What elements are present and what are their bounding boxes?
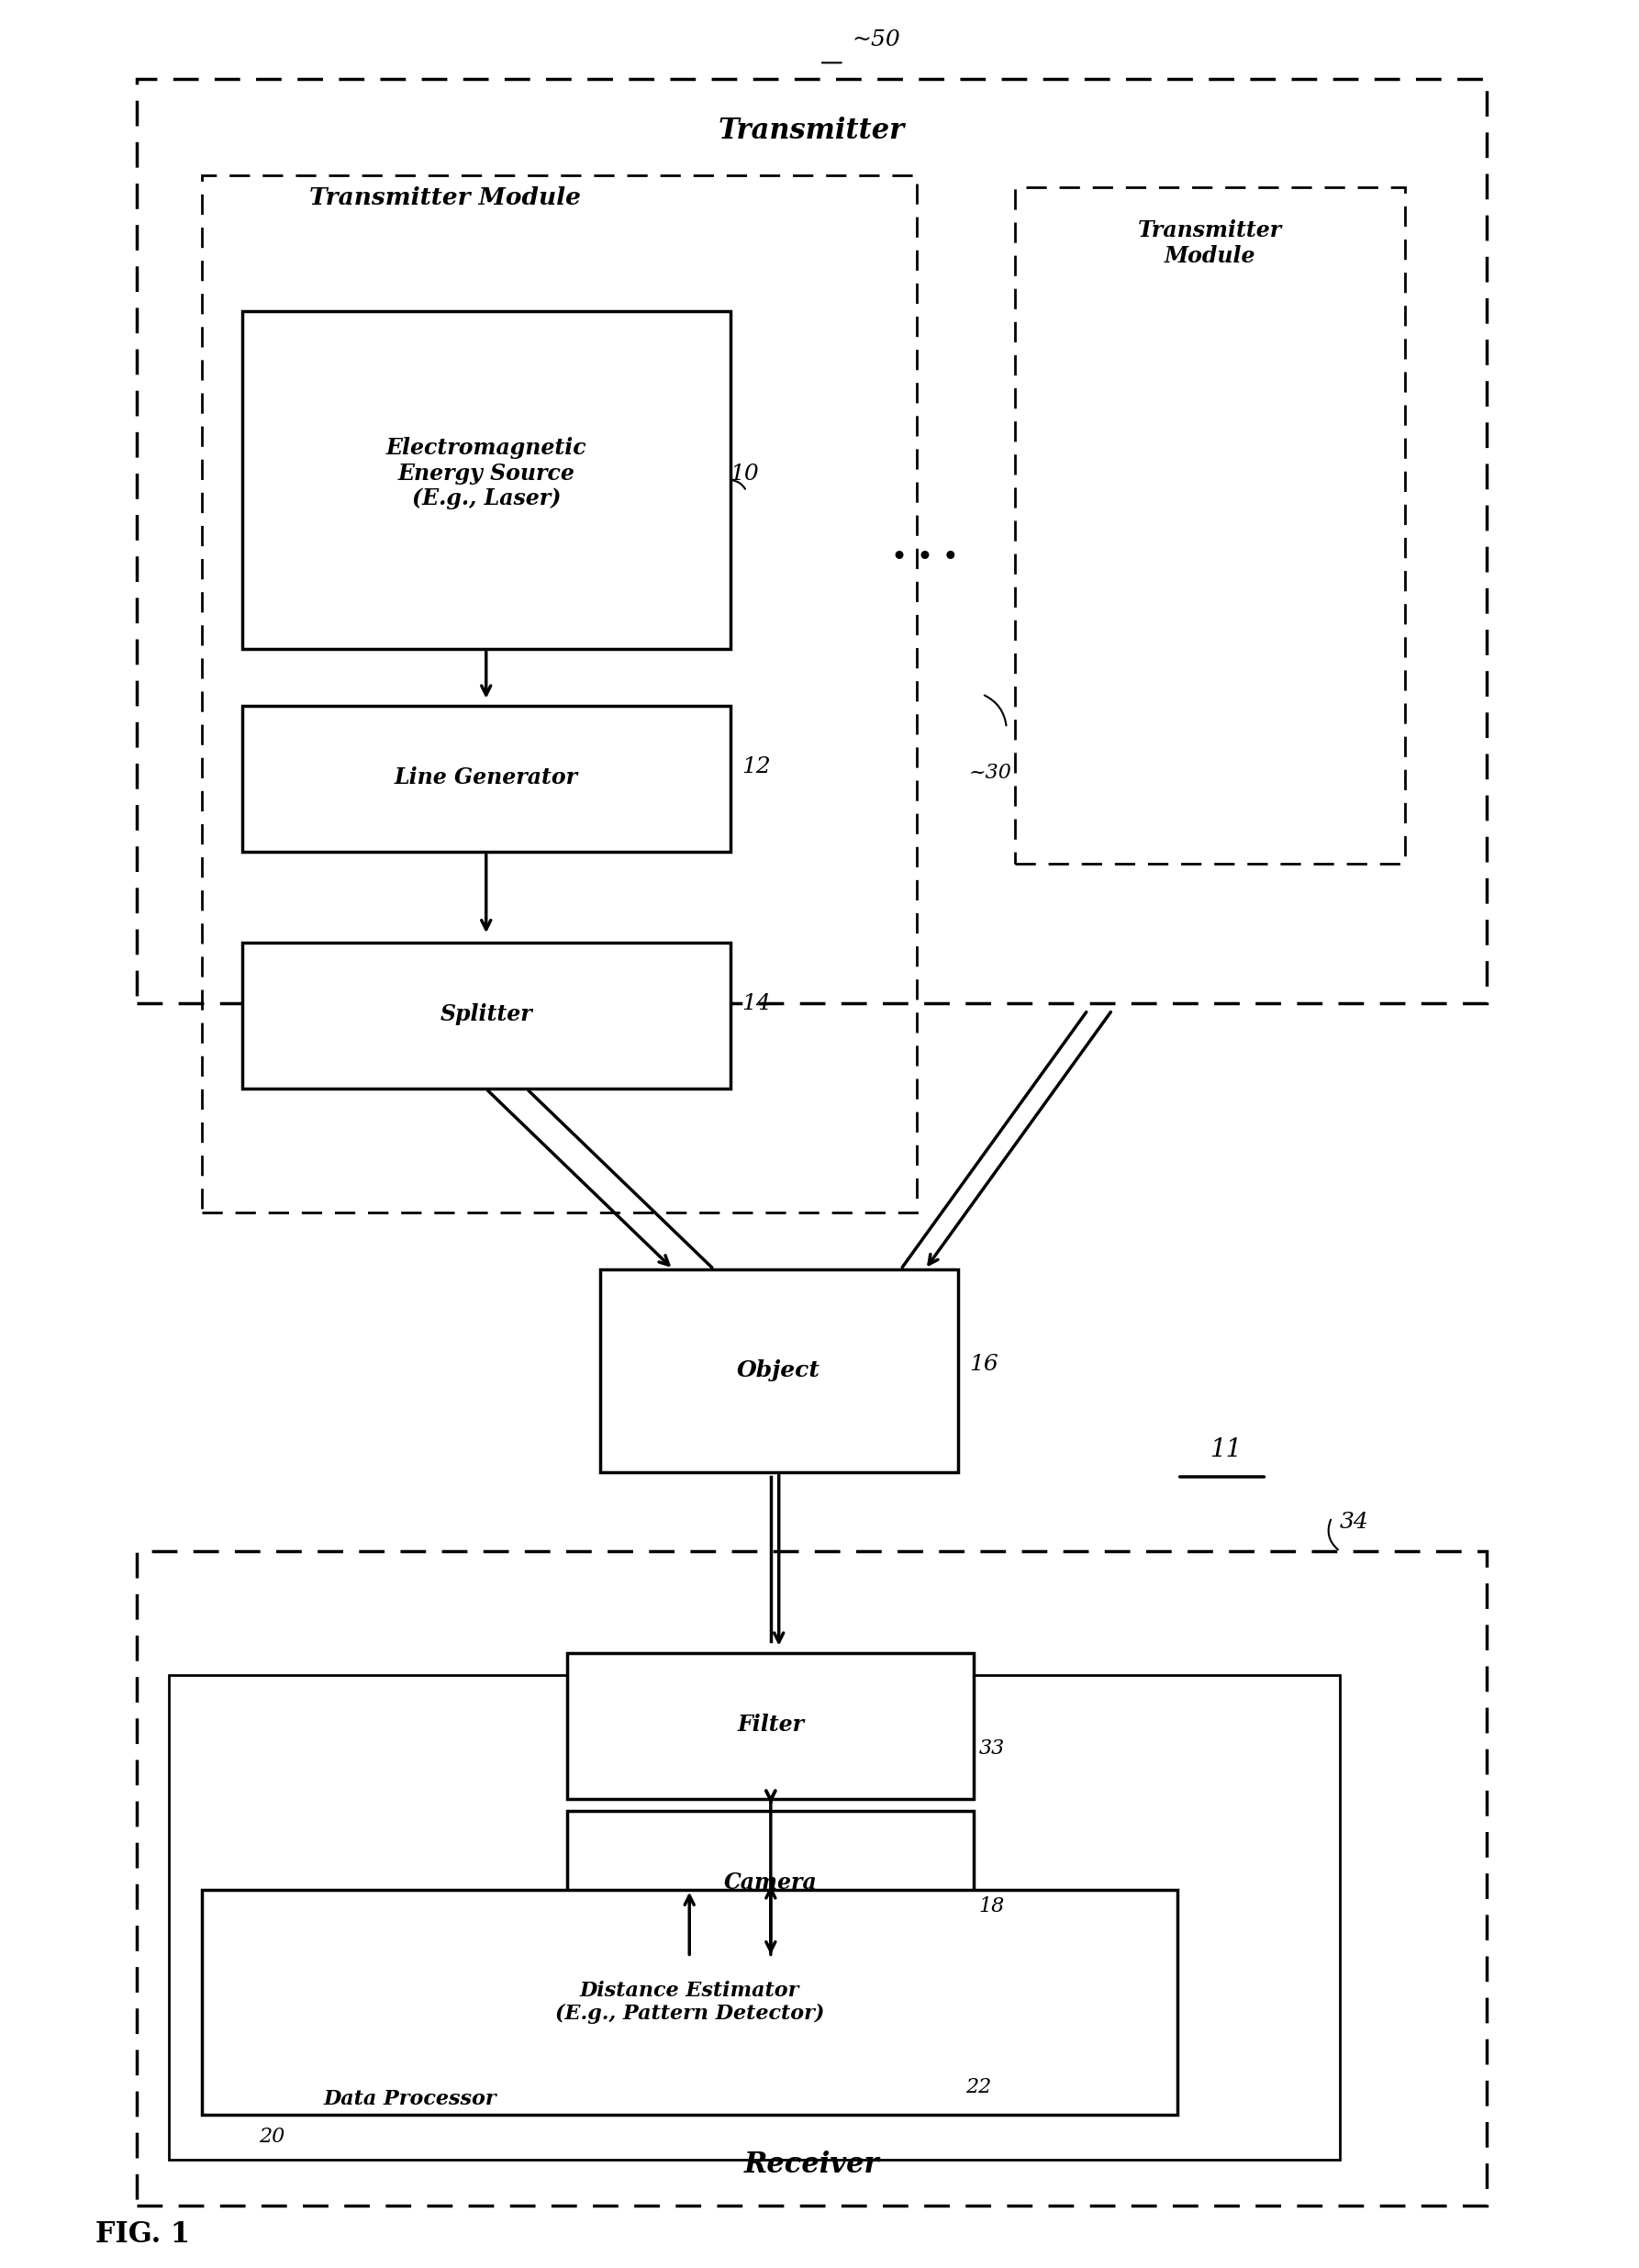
Text: Electromagnetic
Energy Source
(E.g., Laser): Electromagnetic Energy Source (E.g., Las… <box>385 438 587 510</box>
Polygon shape <box>243 311 729 649</box>
Text: 16: 16 <box>969 1354 998 1374</box>
Text: Camera: Camera <box>724 1871 818 1894</box>
Polygon shape <box>169 1676 1341 2159</box>
Polygon shape <box>567 1810 974 1957</box>
Text: ~30: ~30 <box>969 762 1013 782</box>
Text: Transmitter: Transmitter <box>718 116 905 145</box>
Text: Object: Object <box>738 1361 821 1381</box>
Text: Transmitter Module: Transmitter Module <box>310 186 582 209</box>
Text: Filter: Filter <box>738 1715 805 1735</box>
Text: Distance Estimator
(E.g., Pattern Detector): Distance Estimator (E.g., Pattern Detect… <box>554 1980 824 2023</box>
Text: 12: 12 <box>741 758 770 778</box>
Text: 33: 33 <box>978 1740 1005 1758</box>
Polygon shape <box>600 1270 957 1472</box>
Text: 18: 18 <box>978 1896 1005 1916</box>
Text: 34: 34 <box>1341 1513 1369 1533</box>
Text: 20: 20 <box>259 2127 285 2148</box>
Text: 14: 14 <box>741 993 770 1014</box>
Polygon shape <box>243 941 729 1089</box>
Text: FIG. 1: FIG. 1 <box>95 2220 190 2250</box>
Text: • • •: • • • <box>892 544 959 574</box>
Polygon shape <box>567 1653 974 1799</box>
Text: Data Processor: Data Processor <box>323 2089 497 2109</box>
Polygon shape <box>202 1889 1177 2116</box>
Text: 22: 22 <box>965 2077 992 2098</box>
Text: 11: 11 <box>1210 1438 1242 1463</box>
Text: Transmitter
Module: Transmitter Module <box>1137 220 1282 268</box>
Polygon shape <box>243 705 729 853</box>
Text: Line Generator: Line Generator <box>395 767 579 789</box>
Text: ~50: ~50 <box>852 29 900 50</box>
Text: 10: 10 <box>729 463 759 485</box>
Text: Receiver: Receiver <box>744 2150 879 2180</box>
Text: Splitter: Splitter <box>439 1002 533 1025</box>
